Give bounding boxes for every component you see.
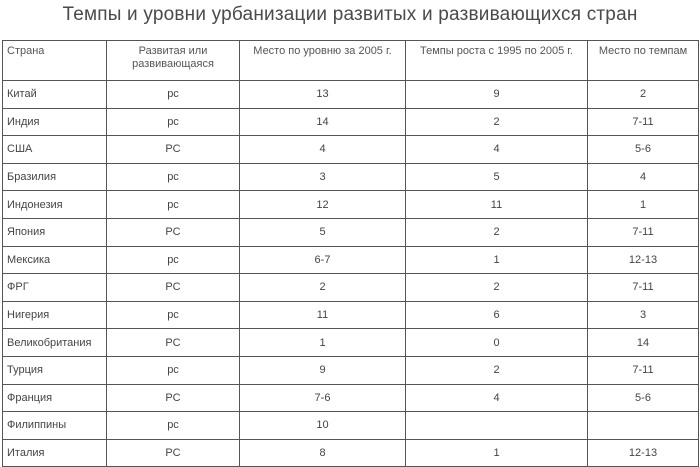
cell-growth: 2: [405, 355, 588, 385]
cell-rank: 2: [239, 273, 406, 302]
table-row: ФРГ РС 2 2 7-11: [2, 273, 699, 302]
cell-growth: 5: [405, 162, 588, 192]
cell-rank: 4: [239, 135, 406, 164]
cell-country: Филиппины: [2, 411, 107, 440]
cell-type: РС: [106, 273, 240, 302]
cell-type: рс: [106, 162, 240, 192]
cell-type: РС: [106, 217, 240, 247]
cell-rank-by-rate: 7-11: [587, 217, 699, 247]
cell-country: Индия: [2, 107, 107, 137]
cell-rank: 1: [239, 328, 406, 357]
cell-rank-by-rate: 7-11: [587, 107, 699, 137]
cell-growth: 6: [405, 300, 588, 330]
cell-type: рс: [106, 245, 240, 275]
cell-rank-by-rate: 5-6: [587, 383, 699, 413]
table-row: Бразилия рс 3 5 4: [2, 162, 699, 192]
cell-rank: 14: [239, 107, 406, 137]
cell-country: Италия: [2, 438, 107, 467]
cell-country: Индонезия: [2, 190, 107, 219]
cell-rank-by-rate: 12-13: [587, 438, 699, 467]
table-row: США РС 4 4 5-6: [2, 135, 699, 164]
header-growth-rate: Темпы роста с 1995 по 2005 г.: [405, 40, 588, 81]
table-row: Япония РС 5 2 7-11: [2, 217, 699, 247]
table-row: Турция рс 9 2 7-11: [2, 355, 699, 385]
cell-type: рс: [106, 190, 240, 219]
cell-growth: 0: [405, 328, 588, 357]
cell-growth: [405, 411, 588, 440]
table-row: Великобритания РС 1 0 14: [2, 328, 699, 357]
cell-type: рс: [106, 411, 240, 440]
cell-rank: 5: [239, 217, 406, 247]
table-row: Нигерия рс 11 6 3: [2, 300, 699, 330]
cell-type: рс: [106, 300, 240, 330]
cell-rank-by-rate: 12-13: [587, 245, 699, 275]
cell-type: рс: [106, 355, 240, 385]
table-row: Италия РС 8 1 12-13: [2, 438, 699, 467]
table-row: Индонезия рс 12 11 1: [2, 190, 699, 219]
cell-rank: 12: [239, 190, 406, 219]
cell-rank-by-rate: 4: [587, 162, 699, 192]
header-developed-or-developing: Развитая или развивающаяся: [106, 40, 240, 81]
cell-country: Бразилия: [2, 162, 107, 192]
cell-country: Турция: [2, 355, 107, 385]
urbanization-table: Страна Развитая или развивающаяся Место …: [2, 40, 699, 467]
cell-rank: 6-7: [239, 245, 406, 275]
cell-rank: 9: [239, 355, 406, 385]
table-row: Франция РС 7-6 4 5-6: [2, 383, 699, 413]
cell-growth: 1: [405, 438, 588, 467]
cell-rank-by-rate: 14: [587, 328, 699, 357]
cell-country: США: [2, 135, 107, 164]
table-row: Индия рс 14 2 7-11: [2, 107, 699, 137]
table-header: Страна Развитая или развивающаяся Место …: [2, 40, 699, 81]
cell-growth: 2: [405, 273, 588, 302]
cell-growth: 2: [405, 107, 588, 137]
cell-rank: 3: [239, 162, 406, 192]
header-country: Страна: [2, 40, 107, 81]
cell-country: Великобритания: [2, 328, 107, 357]
cell-rank: 7-6: [239, 383, 406, 413]
cell-growth: 2: [405, 217, 588, 247]
cell-growth: 1: [405, 245, 588, 275]
cell-rank-by-rate: 5-6: [587, 135, 699, 164]
cell-type: РС: [106, 438, 240, 467]
page-title: Темпы и уровни урбанизации развитых и ра…: [62, 4, 638, 25]
cell-rank-by-rate: 7-11: [587, 355, 699, 385]
header-rank-by-rate: Место по темпам: [587, 40, 699, 81]
table-row: Филиппины рс 10: [2, 411, 699, 440]
cell-rank-by-rate: 1: [587, 190, 699, 219]
cell-country: Китай: [2, 80, 107, 109]
header-rank-2005: Место по уровню за 2005 г.: [239, 40, 406, 81]
cell-growth: 4: [405, 383, 588, 413]
cell-country: Мексика: [2, 245, 107, 275]
cell-country: Франция: [2, 383, 107, 413]
cell-type: РС: [106, 328, 240, 357]
cell-type: рс: [106, 80, 240, 109]
cell-rank: 13: [239, 80, 406, 109]
cell-rank-by-rate: 7-11: [587, 273, 699, 302]
cell-type: РС: [106, 383, 240, 413]
cell-rank-by-rate: [587, 411, 699, 440]
cell-growth: 11: [405, 190, 588, 219]
table-row: Китай рс 13 9 2: [2, 80, 699, 109]
cell-growth: 9: [405, 80, 588, 109]
cell-country: Япония: [2, 217, 107, 247]
cell-type: рс: [106, 107, 240, 137]
cell-rank: 10: [239, 411, 406, 440]
cell-country: Нигерия: [2, 300, 107, 330]
cell-type: РС: [106, 135, 240, 164]
table-row: Мексика рс 6-7 1 12-13: [2, 245, 699, 275]
cell-rank: 8: [239, 438, 406, 467]
table-body: Китай рс 13 9 2 Индия рс 14 2 7-11 США Р…: [2, 80, 699, 467]
cell-country: ФРГ: [2, 273, 107, 302]
header-row: Страна Развитая или развивающаяся Место …: [2, 40, 699, 81]
cell-rank: 11: [239, 300, 406, 330]
cell-rank-by-rate: 3: [587, 300, 699, 330]
cell-growth: 4: [405, 135, 588, 164]
cell-rank-by-rate: 2: [587, 80, 699, 109]
